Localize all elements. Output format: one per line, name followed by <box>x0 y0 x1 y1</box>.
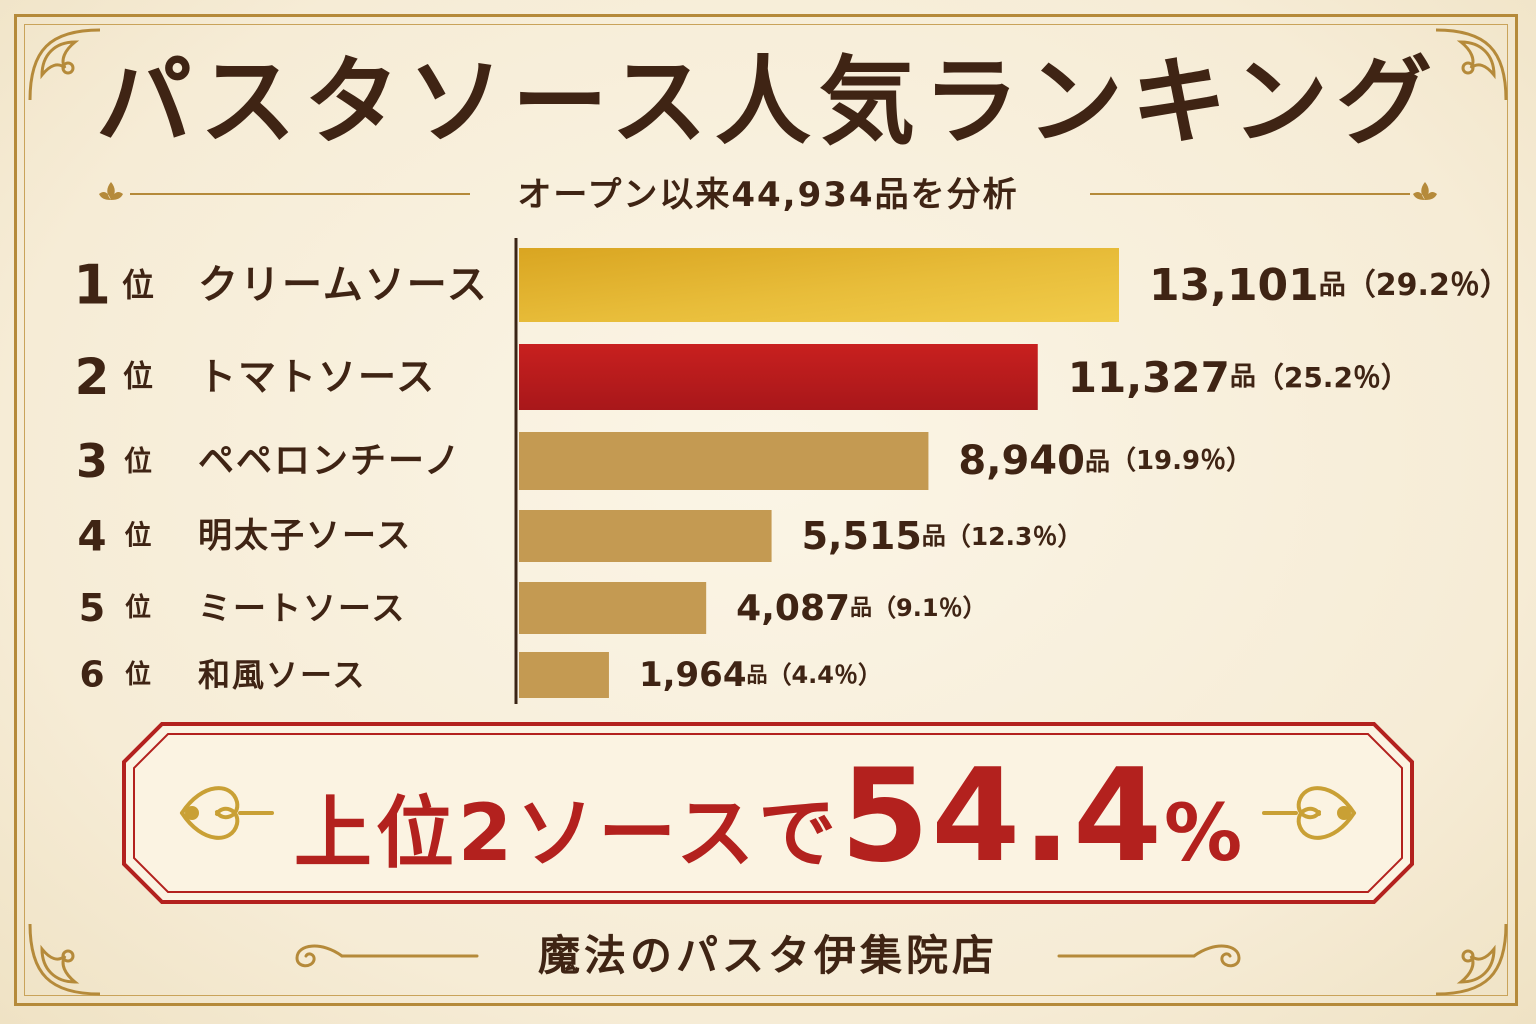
corner-ornament-bottom-left <box>28 923 101 996</box>
bar-6 <box>519 652 609 698</box>
highlight-percent-sign: % <box>1164 789 1243 879</box>
rank-suffix: 位 <box>125 659 151 690</box>
subtitle: オープン以来44,934品を分析 <box>517 175 1019 215</box>
bar-5 <box>519 582 707 634</box>
percent-label: （25.2％） <box>1256 361 1409 394</box>
value-unit: 品 <box>1230 362 1256 392</box>
banner-flourish-left <box>180 786 274 840</box>
value-number: 1,964 <box>639 655 747 695</box>
percent-label: （12.3％） <box>946 522 1083 551</box>
percent-label: （19.9％） <box>1110 446 1252 476</box>
page-title: パスタソース人気ランキング <box>95 46 1441 158</box>
bar-2 <box>519 344 1038 410</box>
outer-frame <box>14 14 1518 1006</box>
rank-number: 4 <box>77 512 106 561</box>
value-label: 11,327品（25.2％） <box>1068 353 1409 402</box>
value-label: 5,515品（12.3％） <box>802 514 1083 558</box>
category-label: ペペロンチーノ <box>198 441 462 482</box>
value-label: 1,964品（4.4％） <box>639 655 882 695</box>
store-name-footer: 魔法のパスタ伊集院店 <box>537 931 998 980</box>
highlight-prefix: 上位2ソースで <box>293 789 841 879</box>
category-label: トマトソース <box>198 355 436 399</box>
category-label: 和風ソース <box>198 656 366 694</box>
value-number: 8,940 <box>958 438 1085 484</box>
fleur-left-icon <box>99 182 123 200</box>
value-number: 5,515 <box>802 514 922 558</box>
subtitle-rule-right <box>1090 193 1410 195</box>
value-unit: 品 <box>922 522 946 550</box>
bar-4 <box>519 510 772 562</box>
rank-suffix: 位 <box>123 360 153 395</box>
category-label: 明太子ソース <box>198 516 412 556</box>
fleur-right-icon <box>1413 182 1437 200</box>
banner-flourish-right <box>1262 786 1356 840</box>
value-unit: 品 <box>850 596 872 621</box>
value-label: 8,940品（19.9％） <box>958 438 1252 484</box>
corner-ornament-top-left <box>28 28 101 101</box>
percent-label: （9.1％） <box>872 594 987 622</box>
rank-number: 1 <box>73 254 111 317</box>
rank-suffix: 位 <box>125 520 152 552</box>
subtitle-rule-left <box>130 193 470 195</box>
value-label: 13,101品（29.2％） <box>1149 260 1510 311</box>
highlight-value: 54.4 <box>840 742 1165 891</box>
value-number: 4,087 <box>736 588 850 629</box>
rank-number: 5 <box>79 586 105 630</box>
rank-suffix: 位 <box>124 445 152 478</box>
footer-flourish-right <box>1057 944 1241 968</box>
ranking-bar-chart: 1 位クリームソース 13,101品（29.2％）2 位トマトソース 11,327品（2… <box>73 238 1510 704</box>
rank-number: 6 <box>79 655 104 696</box>
percent-label: （4.4％） <box>767 661 882 689</box>
value-label: 4,087品（9.1％） <box>736 588 986 629</box>
value-number: 11,327 <box>1068 353 1230 402</box>
value-number: 13,101 <box>1149 260 1319 311</box>
highlight-banner <box>122 722 1414 904</box>
value-unit: 品 <box>1085 447 1110 476</box>
category-label: ミートソース <box>198 589 406 628</box>
rank-number: 3 <box>76 434 108 488</box>
bar-1 <box>519 248 1119 322</box>
category-label: クリームソース <box>198 262 489 308</box>
rank-suffix: 位 <box>122 266 154 304</box>
highlight-text: 上位2ソースで54.4% <box>0 742 1536 930</box>
bar-3 <box>519 432 929 490</box>
footer-flourish-left <box>295 944 479 968</box>
inner-frame <box>24 24 1508 996</box>
corner-ornament-top-right <box>1435 28 1508 101</box>
percent-label: （29.2％） <box>1346 268 1510 303</box>
corner-ornament-bottom-right <box>1435 923 1508 996</box>
value-unit: 品 <box>1319 270 1346 301</box>
value-unit: 品 <box>746 663 767 687</box>
rank-number: 2 <box>75 348 110 406</box>
rank-suffix: 位 <box>125 592 151 623</box>
